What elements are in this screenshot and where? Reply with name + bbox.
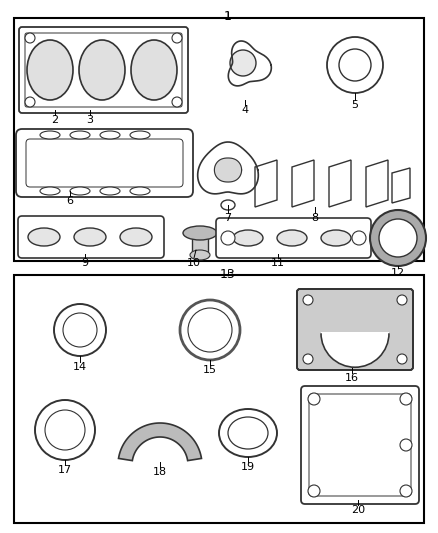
Polygon shape <box>119 423 201 461</box>
Ellipse shape <box>233 230 263 246</box>
Circle shape <box>370 210 426 266</box>
Ellipse shape <box>70 131 90 139</box>
Ellipse shape <box>74 228 106 246</box>
Circle shape <box>308 485 320 497</box>
Circle shape <box>327 37 383 93</box>
Ellipse shape <box>100 187 120 195</box>
Circle shape <box>400 485 412 497</box>
Ellipse shape <box>40 187 60 195</box>
FancyBboxPatch shape <box>309 394 411 496</box>
Ellipse shape <box>130 131 150 139</box>
Circle shape <box>308 393 320 405</box>
Circle shape <box>397 354 407 364</box>
Text: 18: 18 <box>153 467 167 477</box>
Text: 17: 17 <box>58 465 72 475</box>
Text: 15: 15 <box>203 365 217 375</box>
Text: 13: 13 <box>220 268 236 281</box>
Circle shape <box>379 219 417 257</box>
FancyBboxPatch shape <box>301 386 419 504</box>
Text: 12: 12 <box>391 268 405 278</box>
Circle shape <box>35 400 95 460</box>
FancyBboxPatch shape <box>19 27 188 113</box>
Ellipse shape <box>183 226 217 240</box>
Circle shape <box>180 300 240 360</box>
Text: 20: 20 <box>351 505 365 515</box>
Circle shape <box>63 313 97 347</box>
Circle shape <box>25 97 35 107</box>
Bar <box>315 333 395 359</box>
Ellipse shape <box>277 230 307 246</box>
FancyBboxPatch shape <box>26 139 183 187</box>
Text: 11: 11 <box>271 258 285 268</box>
Polygon shape <box>255 160 277 207</box>
Circle shape <box>172 33 182 43</box>
Ellipse shape <box>221 200 235 210</box>
Text: 6: 6 <box>67 196 74 206</box>
FancyBboxPatch shape <box>18 216 164 258</box>
Circle shape <box>45 410 85 450</box>
FancyBboxPatch shape <box>16 129 193 197</box>
Circle shape <box>400 393 412 405</box>
Circle shape <box>397 295 407 305</box>
Bar <box>14 18 424 261</box>
Circle shape <box>172 97 182 107</box>
FancyBboxPatch shape <box>216 218 371 258</box>
Ellipse shape <box>28 228 60 246</box>
Circle shape <box>339 49 371 81</box>
Text: 9: 9 <box>81 258 88 268</box>
Bar <box>14 275 424 523</box>
FancyBboxPatch shape <box>297 289 413 370</box>
Polygon shape <box>292 160 314 207</box>
Ellipse shape <box>40 131 60 139</box>
Text: 3: 3 <box>86 115 93 125</box>
Ellipse shape <box>131 40 177 100</box>
Text: 16: 16 <box>345 373 359 383</box>
Polygon shape <box>321 333 389 367</box>
Ellipse shape <box>79 40 125 100</box>
Text: 19: 19 <box>241 462 255 472</box>
Text: 1: 1 <box>224 10 232 23</box>
Ellipse shape <box>27 40 73 100</box>
Polygon shape <box>198 142 258 194</box>
Circle shape <box>54 304 106 356</box>
Ellipse shape <box>130 187 150 195</box>
Ellipse shape <box>190 250 210 260</box>
Ellipse shape <box>219 409 277 457</box>
Text: 8: 8 <box>311 213 318 223</box>
Ellipse shape <box>100 131 120 139</box>
Ellipse shape <box>120 228 152 246</box>
Text: 5: 5 <box>352 100 358 110</box>
Circle shape <box>303 354 313 364</box>
Circle shape <box>303 295 313 305</box>
Circle shape <box>400 439 412 451</box>
FancyBboxPatch shape <box>25 33 182 107</box>
Polygon shape <box>228 41 272 86</box>
Text: 4: 4 <box>241 105 248 115</box>
Text: 7: 7 <box>224 213 232 223</box>
Circle shape <box>25 33 35 43</box>
Circle shape <box>352 231 366 245</box>
Bar <box>192 235 208 257</box>
Polygon shape <box>392 168 410 203</box>
Text: 10: 10 <box>187 258 201 268</box>
Ellipse shape <box>228 417 268 449</box>
Text: 14: 14 <box>73 362 87 372</box>
Polygon shape <box>215 158 242 182</box>
Ellipse shape <box>70 187 90 195</box>
Circle shape <box>230 50 256 76</box>
Polygon shape <box>366 160 388 207</box>
Polygon shape <box>329 160 351 207</box>
Circle shape <box>221 231 235 245</box>
Ellipse shape <box>321 230 351 246</box>
Text: 2: 2 <box>51 115 59 125</box>
Circle shape <box>188 308 232 352</box>
